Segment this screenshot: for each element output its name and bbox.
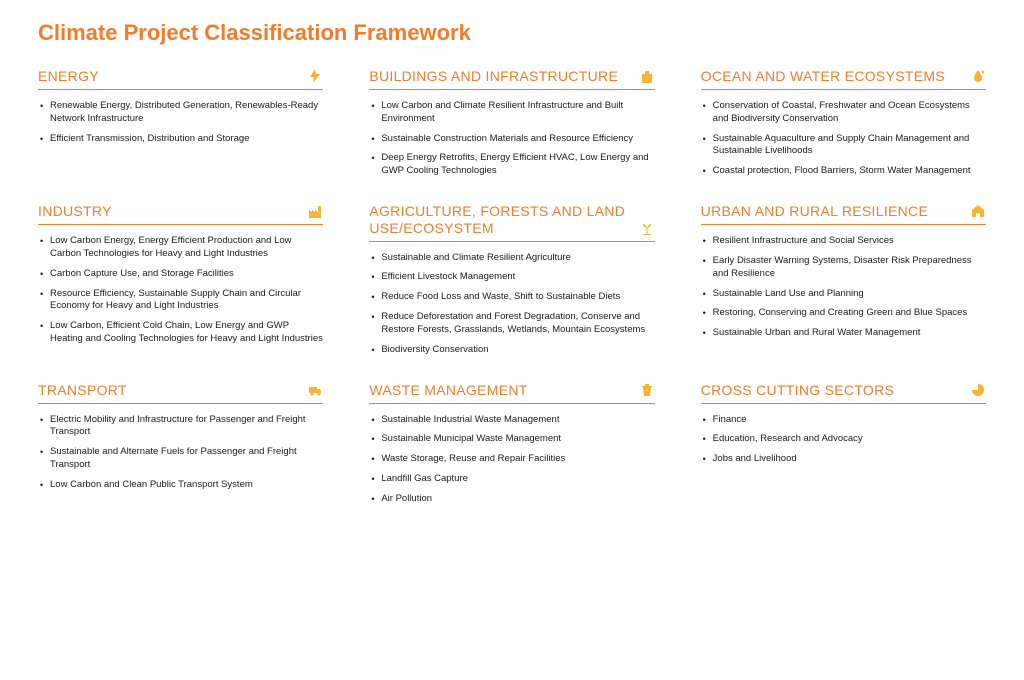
category: CROSS CUTTING SECTORS Finance Education, R… [701,382,986,513]
list-item: Renewable Energy, Distributed Generation… [38,100,323,126]
list-item: Jobs and Livelihood [701,453,986,466]
list-item: Coastal protection, Flood Barriers, Stor… [701,165,986,178]
list-item: Efficient Transmission, Distribution and… [38,133,323,146]
list-item: Carbon Capture Use, and Storage Faciliti… [38,268,323,281]
category-title: TRANSPORT [38,382,127,399]
category-list: Sustainable Industrial Waste Management S… [369,414,654,506]
category-header: TRANSPORT [38,382,323,404]
category-header: BUILDINGS AND INFRASTRUCTURE [369,68,654,90]
list-item: Biodiversity Conservation [369,344,654,357]
category-header: URBAN AND RURAL RESILIENCE [701,203,986,225]
bolt-icon [307,68,323,84]
list-item: Deep Energy Retrofits, Energy Efficient … [369,152,654,178]
category-title: OCEAN AND WATER ECOSYSTEMS [701,68,945,85]
category-list: Finance Education, Research and Advocacy J… [701,414,986,466]
sprout-icon [639,220,655,236]
list-item: Low Carbon and Climate Resilient Infrast… [369,100,654,126]
category-title: WASTE MANAGEMENT [369,382,527,399]
category: OCEAN AND WATER ECOSYSTEMS Conservation o… [701,68,986,185]
list-item: Landfill Gas Capture [369,473,654,486]
category-list: Low Carbon Energy, Energy Efficient Prod… [38,235,323,346]
category: TRANSPORT Electric Mobility and Infrastru… [38,382,323,513]
category-title: ENERGY [38,68,99,85]
list-item: Sustainable Construction Materials and R… [369,133,654,146]
list-item: Resource Efficiency, Sustainable Supply … [38,288,323,314]
category-title: URBAN AND RURAL RESILIENCE [701,203,928,220]
category-title: INDUSTRY [38,203,112,220]
category: WASTE MANAGEMENT Sustainable Industrial W… [369,382,654,513]
page-title: Climate Project Classification Framework [38,20,986,46]
category-header: INDUSTRY [38,203,323,225]
list-item: Resilient Infrastructure and Social Serv… [701,235,986,248]
category-header: WASTE MANAGEMENT [369,382,654,404]
category-list: Low Carbon and Climate Resilient Infrast… [369,100,654,178]
category-header: OCEAN AND WATER ECOSYSTEMS [701,68,986,90]
house-icon [970,203,986,219]
trash-icon [639,382,655,398]
category-title: BUILDINGS AND INFRASTRUCTURE [369,68,618,85]
list-item: Education, Research and Advocacy [701,433,986,446]
factory-icon [307,203,323,219]
list-item: Sustainable and Alternate Fuels for Pass… [38,446,323,472]
category-title: CROSS CUTTING SECTORS [701,382,895,399]
list-item: Air Pollution [369,493,654,506]
droplet-icon [970,68,986,84]
category-list: Sustainable and Climate Resilient Agricu… [369,252,654,357]
category: AGRICULTURE, FORESTS AND LAND USE/ECOSYS… [369,203,654,363]
list-item: Sustainable and Climate Resilient Agricu… [369,252,654,265]
category-header: ENERGY [38,68,323,90]
category-header: AGRICULTURE, FORESTS AND LAND USE/ECOSYS… [369,203,654,242]
list-item: Reduce Deforestation and Forest Degradat… [369,311,654,337]
building-icon [639,68,655,84]
list-item: Restoring, Conserving and Creating Green… [701,307,986,320]
category-grid: ENERGY Renewable Energy, Distributed Gene… [38,68,986,513]
list-item: Conservation of Coastal, Freshwater and … [701,100,986,126]
list-item: Low Carbon and Clean Public Transport Sy… [38,479,323,492]
category-list: Conservation of Coastal, Freshwater and … [701,100,986,178]
category-list: Electric Mobility and Infrastructure for… [38,414,323,492]
category-title: AGRICULTURE, FORESTS AND LAND USE/ECOSYS… [369,203,632,237]
category: ENERGY Renewable Energy, Distributed Gene… [38,68,323,185]
list-item: Sustainable Aquaculture and Supply Chain… [701,133,986,159]
list-item: Low Carbon, Efficient Cold Chain, Low En… [38,320,323,346]
category-list: Resilient Infrastructure and Social Serv… [701,235,986,340]
list-item: Sustainable Industrial Waste Management [369,414,654,427]
list-item: Sustainable Urban and Rural Water Manage… [701,327,986,340]
category: URBAN AND RURAL RESILIENCE Resilient Infr… [701,203,986,363]
list-item: Sustainable Land Use and Planning [701,288,986,301]
list-item: Early Disaster Warning Systems, Disaster… [701,255,986,281]
category: BUILDINGS AND INFRASTRUCTURE Low Carbon a… [369,68,654,185]
list-item: Reduce Food Loss and Waste, Shift to Sus… [369,291,654,304]
truck-icon [307,382,323,398]
category-header: CROSS CUTTING SECTORS [701,382,986,404]
pie-icon [970,382,986,398]
list-item: Electric Mobility and Infrastructure for… [38,414,323,440]
list-item: Finance [701,414,986,427]
list-item: Low Carbon Energy, Energy Efficient Prod… [38,235,323,261]
list-item: Sustainable Municipal Waste Management [369,433,654,446]
category-list: Renewable Energy, Distributed Generation… [38,100,323,145]
list-item: Waste Storage, Reuse and Repair Faciliti… [369,453,654,466]
category: INDUSTRY Low Carbon Energy, Energy Effici… [38,203,323,363]
list-item: Efficient Livestock Management [369,271,654,284]
